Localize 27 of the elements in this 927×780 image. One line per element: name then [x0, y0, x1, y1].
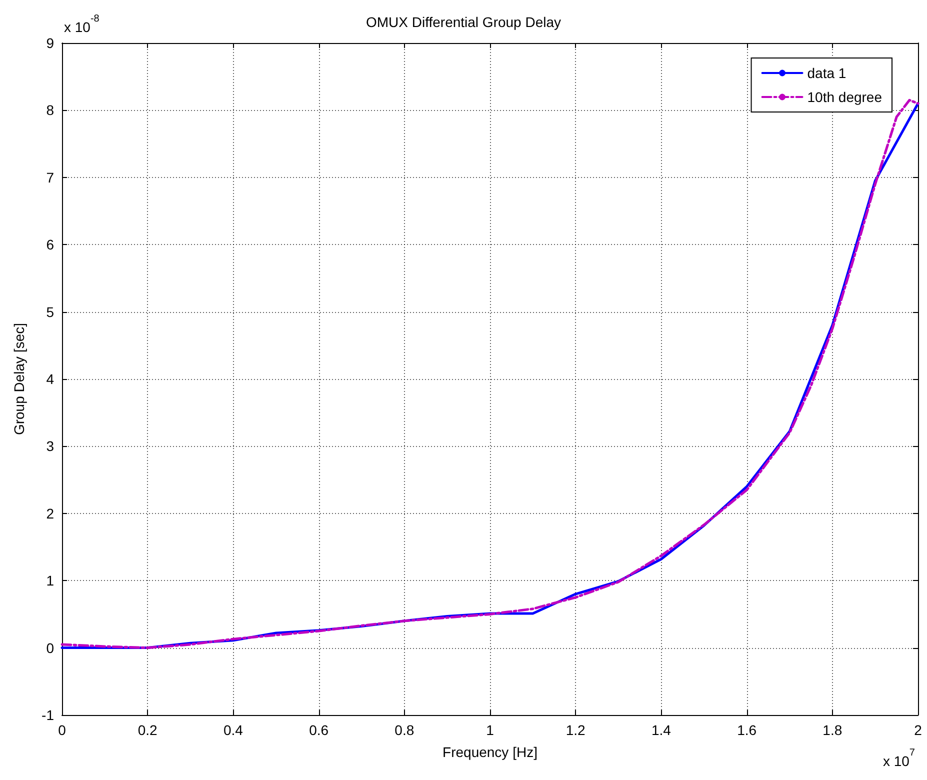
y-tick-label: 4	[46, 371, 54, 387]
x-tick-label: 0.8	[394, 722, 414, 738]
y-tick-label: 1	[46, 572, 54, 589]
chart-title: OMUX Differential Group Delay	[366, 14, 562, 30]
y-tick-label: 2	[46, 505, 54, 522]
x-tick-label: 1.6	[737, 722, 757, 738]
y-tick-label: 0	[46, 640, 54, 656]
x-axis-title: Frequency [Hz]	[442, 744, 538, 760]
y-tick-label: -1	[42, 707, 54, 723]
y-tick-label: 9	[46, 35, 54, 51]
legend-label: data 1	[807, 65, 846, 81]
y-tick-label: 3	[46, 438, 54, 454]
x-tick-label: 1	[486, 722, 494, 738]
y-tick-label: 8	[46, 102, 54, 118]
y-tick-label: 5	[46, 304, 54, 320]
x-tick-label: 0.6	[309, 722, 329, 738]
x-tick-label: 0.4	[223, 722, 244, 738]
x-tick-label: 1.8	[822, 722, 842, 738]
x-tick-label: 2	[914, 722, 922, 738]
y-tick-label: 7	[46, 169, 54, 186]
x-tick-label: 0.2	[138, 722, 158, 738]
legend-label: 10th degree	[807, 89, 882, 105]
y-axis-title: Group Delay [sec]	[11, 322, 27, 436]
x-tick-label: 0	[58, 722, 66, 738]
y-tick-label: 6	[46, 236, 54, 253]
x-tick-label: 1.2	[566, 722, 586, 738]
x-tick-label: 1.4	[651, 722, 672, 738]
